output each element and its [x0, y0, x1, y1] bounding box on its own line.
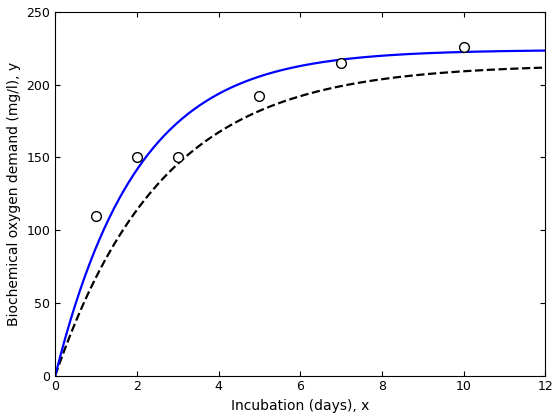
X-axis label: Incubation (days), x: Incubation (days), x — [231, 399, 370, 413]
Y-axis label: Biochemical oxygen demand (mg/l), y: Biochemical oxygen demand (mg/l), y — [7, 62, 21, 326]
